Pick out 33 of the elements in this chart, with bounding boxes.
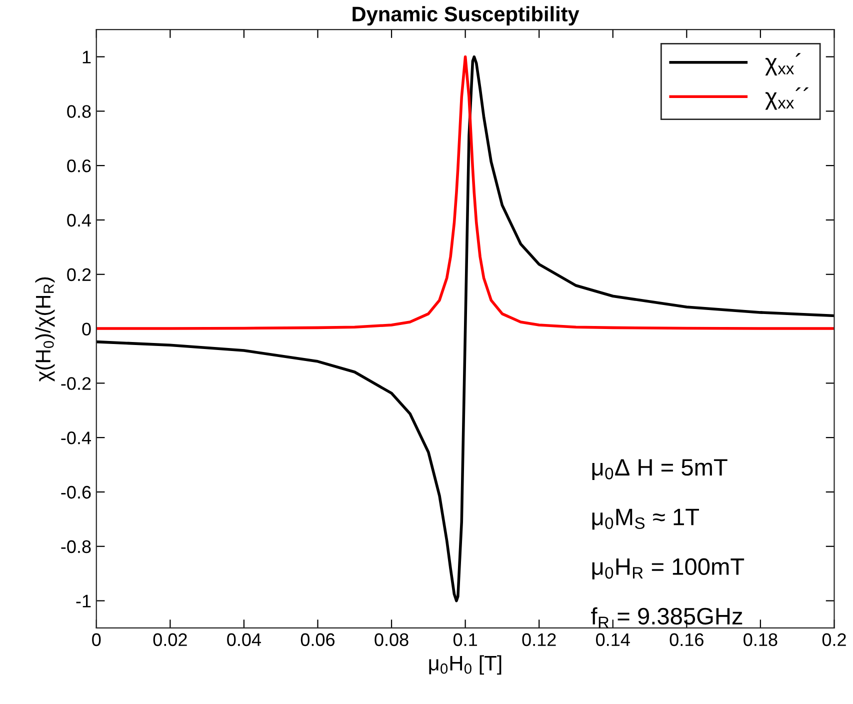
x-tick-label: 0.12 [522, 633, 556, 646]
y-tick-label: -0.2 [61, 377, 91, 390]
x-axis-title: μ$_{0}$H$_{0}$ [T] [429, 655, 502, 675]
x-tick-label: 0.18 [744, 633, 778, 646]
y-tick-label: 0.4 [67, 214, 91, 227]
x-tick-label: 0.02 [153, 633, 187, 646]
x-tick-label: 0.2 [822, 633, 846, 646]
annotation: μ$_{0}$M$_{S}$ ≈ 1T [592, 508, 700, 530]
y-axis-title: χ(H$_{0}$)/χ(H$_{R}$) [35, 277, 55, 382]
annotation: f$_{R}$ = 9.385GHz [591, 607, 742, 628]
y-tick-label: 0 [82, 322, 91, 336]
y-tick-label: -1 [76, 594, 91, 608]
x-tick-label: 0 [92, 633, 101, 646]
y-tick-label: 0.2 [67, 268, 91, 282]
y-tick-label: 0.8 [67, 105, 91, 118]
y-tick-label: -0.4 [61, 432, 91, 444]
chart-title: Dynamic Susceptibility [352, 6, 580, 26]
line-series [96, 55, 834, 602]
legend-label: χ$_{xx}$´ [765, 53, 801, 76]
legend-label: χ$_{xx}$´´ [765, 87, 808, 110]
y-tick-label: 0.6 [67, 160, 91, 172]
annotation: μ$_{0}$H$_{R}$ = 100mT [592, 558, 744, 580]
y-tick-label: -0.8 [61, 540, 91, 554]
x-tick-label: 0.06 [300, 633, 335, 646]
y-tick-label: 1 [82, 50, 91, 64]
x-tick-label: 0.04 [227, 633, 261, 646]
x-tick-label: 0.14 [596, 633, 630, 646]
annotation: μ$_{0}$Δ H = 5mT [592, 459, 728, 480]
x-tick-label: 0.1 [453, 633, 477, 646]
y-tick-label: -0.6 [61, 486, 91, 499]
line-series [96, 55, 834, 330]
x-tick-label: 0.08 [374, 633, 408, 646]
x-tick-label: 0.16 [670, 633, 704, 646]
